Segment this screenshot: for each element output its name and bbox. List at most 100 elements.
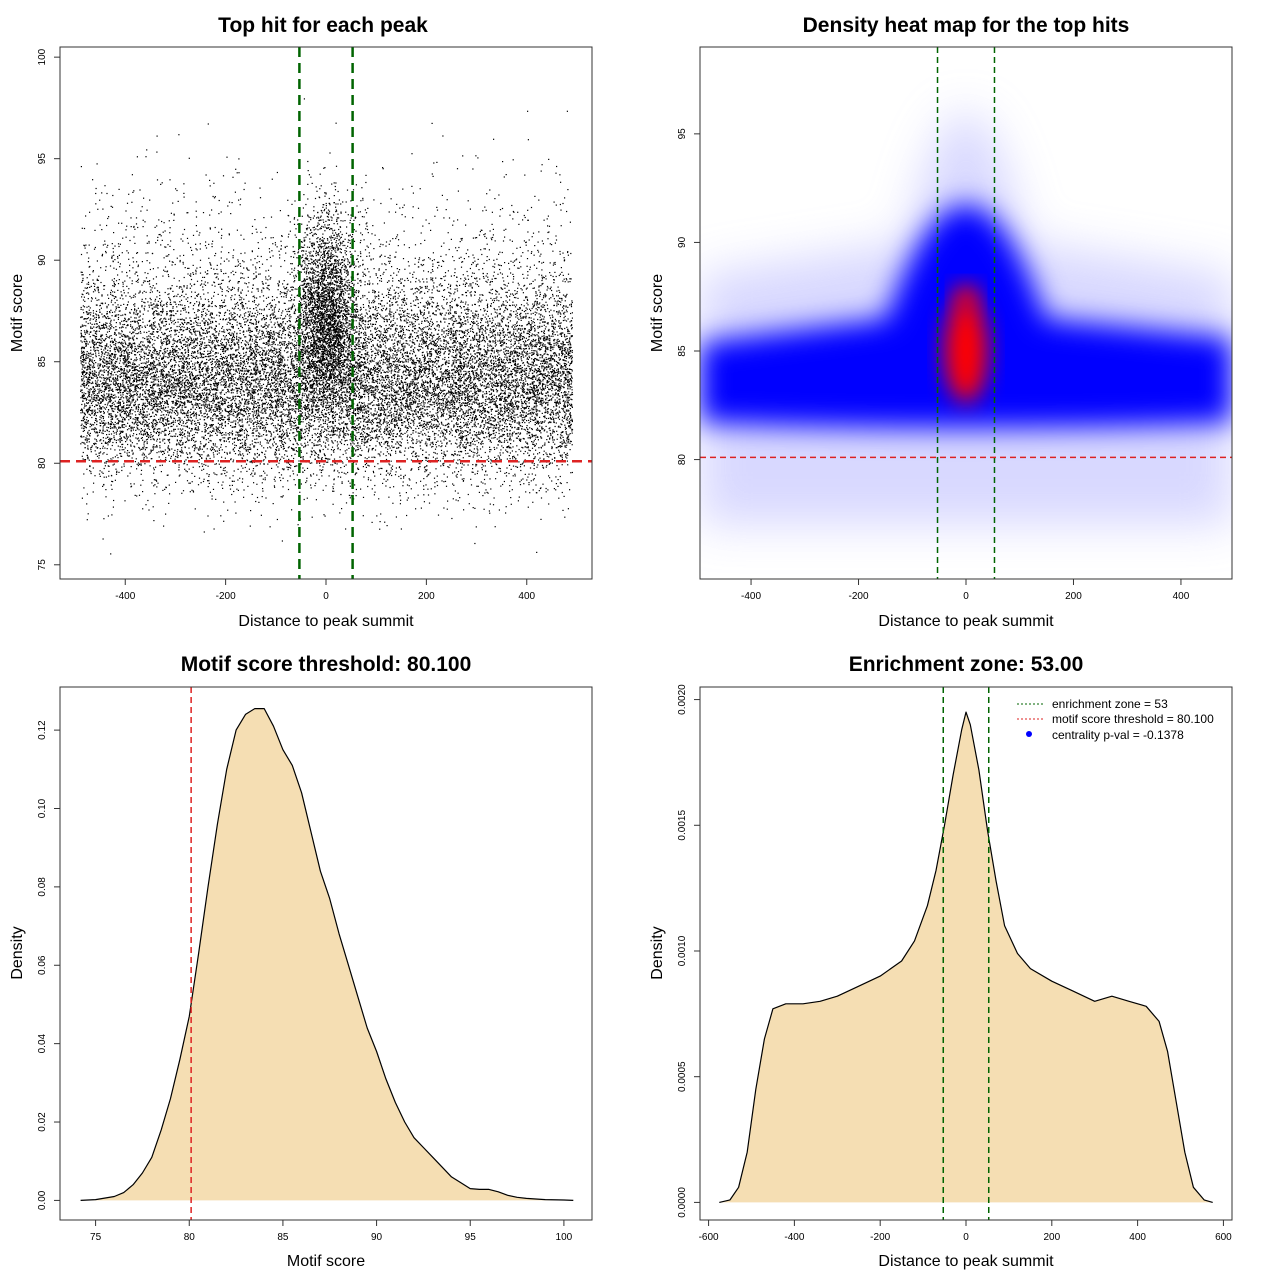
- scatter-point: [559, 416, 560, 417]
- scatter-point: [146, 349, 147, 350]
- scatter-point: [263, 395, 264, 396]
- scatter-point: [396, 287, 397, 288]
- scatter-point: [336, 234, 337, 235]
- scatter-point: [181, 342, 182, 343]
- scatter-point: [96, 334, 97, 335]
- scatter-point: [299, 364, 300, 365]
- scatter-point: [427, 335, 428, 336]
- scatter-point: [200, 456, 201, 457]
- scatter-point: [437, 341, 438, 342]
- scatter-point: [147, 443, 148, 444]
- scatter-point: [229, 288, 230, 289]
- scatter-point: [215, 253, 216, 254]
- scatter-point: [159, 314, 160, 315]
- scatter-point: [529, 413, 530, 414]
- scatter-point: [340, 449, 341, 450]
- scatter-point: [141, 465, 142, 466]
- scatter-point: [223, 468, 224, 469]
- scatter-point: [562, 345, 563, 346]
- scatter-point: [293, 385, 294, 386]
- scatter-point: [314, 300, 315, 301]
- scatter-point: [291, 309, 292, 310]
- scatter-point: [113, 357, 114, 358]
- scatter-point: [317, 237, 318, 238]
- scatter-point: [241, 277, 242, 278]
- scatter-point: [368, 382, 369, 383]
- scatter-point: [171, 456, 172, 457]
- scatter-point: [221, 457, 222, 458]
- scatter-point: [463, 422, 464, 423]
- scatter-point: [155, 300, 156, 301]
- scatter-point: [137, 282, 138, 283]
- scatter-point: [239, 377, 240, 378]
- scatter-point: [441, 266, 442, 267]
- scatter-point: [436, 207, 437, 208]
- scatter-point: [168, 335, 169, 336]
- scatter-point: [403, 343, 404, 344]
- scatter-point: [474, 434, 475, 435]
- scatter-point: [284, 359, 285, 360]
- scatter-point: [280, 480, 281, 481]
- scatter-point: [348, 214, 349, 215]
- scatter-point: [110, 292, 111, 293]
- scatter-point: [301, 483, 302, 484]
- scatter-point: [219, 452, 220, 453]
- scatter-point: [88, 385, 89, 386]
- scatter-point: [210, 492, 211, 493]
- scatter-point: [529, 317, 530, 318]
- scatter-point: [123, 397, 124, 398]
- scatter-point: [133, 399, 134, 400]
- scatter-point: [288, 334, 289, 335]
- scatter-point: [432, 338, 433, 339]
- scatter-point: [307, 296, 308, 297]
- scatter-point: [353, 220, 354, 221]
- scatter-point: [400, 292, 401, 293]
- scatter-point: [334, 389, 335, 390]
- scatter-point: [517, 321, 518, 322]
- scatter-point: [299, 286, 300, 287]
- scatter-point: [294, 278, 295, 279]
- scatter-point: [340, 264, 341, 265]
- scatter-point: [357, 405, 358, 406]
- scatter-point: [559, 396, 560, 397]
- scatter-point: [319, 371, 320, 372]
- scatter-point: [417, 319, 418, 320]
- scatter-point: [514, 408, 515, 409]
- scatter-point: [329, 152, 330, 153]
- scatter-point: [94, 324, 95, 325]
- scatter-point: [532, 304, 533, 305]
- scatter-point: [264, 464, 265, 465]
- scatter-point: [375, 357, 376, 358]
- scatter-point: [517, 325, 518, 326]
- scatter-point: [180, 381, 181, 382]
- scatter-point: [438, 361, 439, 362]
- scatter-point: [181, 373, 182, 374]
- scatter-point: [226, 339, 227, 340]
- scatter-point: [492, 266, 493, 267]
- scatter-point: [99, 358, 100, 359]
- scatter-point: [447, 424, 448, 425]
- scatter-point: [429, 406, 430, 407]
- scatter-point: [540, 432, 541, 433]
- scatter-point: [572, 357, 573, 358]
- scatter-point: [251, 390, 252, 391]
- scatter-point: [144, 374, 145, 375]
- scatter-point: [503, 280, 504, 281]
- scatter-point: [238, 365, 239, 366]
- scatter-point: [168, 374, 169, 375]
- scatter-point: [237, 302, 238, 303]
- scatter-point: [263, 317, 264, 318]
- scatter-point: [409, 400, 410, 401]
- scatter-point: [350, 352, 351, 353]
- scatter-point: [527, 266, 528, 267]
- scatter-point: [105, 465, 106, 466]
- scatter-point: [513, 295, 514, 296]
- scatter-point: [457, 281, 458, 282]
- scatter-point: [364, 413, 365, 414]
- scatter-point: [102, 255, 103, 256]
- scatter-point: [363, 307, 364, 308]
- scatter-point: [344, 473, 345, 474]
- scatter-point: [168, 319, 169, 320]
- scatter-point: [139, 354, 140, 355]
- scatter-point: [295, 310, 296, 311]
